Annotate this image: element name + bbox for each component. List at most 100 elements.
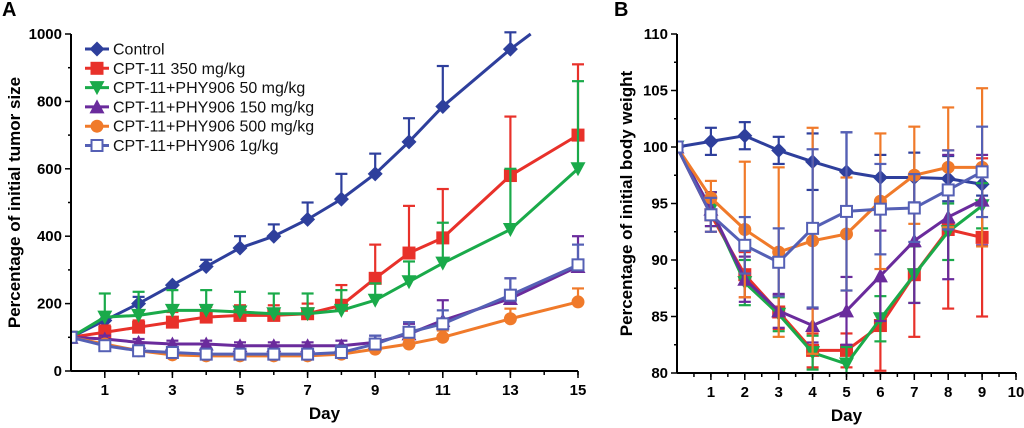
data-point [266, 228, 282, 244]
data-point [300, 211, 316, 227]
x-tick-label: 6 [876, 384, 884, 401]
data-point [232, 305, 248, 320]
x-tick-label: 2 [741, 384, 749, 401]
data-point [98, 339, 112, 353]
series-line [677, 146, 983, 264]
series-3 [71, 80, 586, 345]
panel-b-body-weight-chart: B 80 85 90 95 100 105 110 1 2 3 4 5 6 7 8 9 10 Day Percenta… [614, 0, 1024, 425]
y-tick-label: 95 [651, 196, 668, 213]
data-point [368, 337, 382, 351]
legend-item: CPT-11+PHY906 150 mg/kg [85, 99, 314, 116]
data-point [233, 347, 247, 361]
data-point [502, 41, 518, 57]
data-point [266, 307, 282, 322]
x-tick-label: 7 [910, 384, 918, 401]
data-point [839, 303, 854, 318]
data-point [435, 256, 451, 271]
legend-marker [89, 99, 105, 114]
data-point [571, 295, 585, 309]
series-2 [677, 140, 989, 372]
data-point [334, 345, 348, 359]
x-tick-label: 4 [808, 384, 817, 401]
data-point [401, 275, 417, 290]
y-tick-label: 800 [37, 93, 62, 110]
series-3 [677, 140, 990, 373]
y-tick-label: 400 [37, 228, 62, 245]
legend-item: CPT-11+PHY906 1g/kg [85, 138, 279, 155]
data-point [132, 320, 146, 334]
data-point [435, 98, 451, 114]
data-point [198, 336, 214, 351]
data-point [839, 357, 854, 372]
data-point [71, 330, 78, 344]
data-point [199, 347, 213, 361]
y-axis-title: Percentage of initial tumor size [5, 77, 24, 328]
data-point [570, 162, 586, 177]
x-tick-label: 1 [101, 382, 109, 399]
legend: Control CPT-11 350 mg/kg CPT-11+PHY906 50 … [85, 41, 314, 155]
data-point [771, 142, 787, 158]
data-point [872, 268, 888, 283]
data-point [840, 204, 853, 218]
data-point [503, 312, 517, 326]
series-line [677, 146, 983, 328]
data-point [198, 303, 214, 318]
panel-label: B [614, 0, 628, 21]
data-point [571, 258, 585, 272]
series-6 [677, 125, 989, 309]
data-point [333, 191, 349, 207]
panel-label: A [2, 0, 16, 21]
y-tick-label: 105 [643, 83, 668, 100]
y-tick-label: 90 [651, 252, 668, 269]
y-tick-label: 600 [37, 161, 62, 178]
data-point [436, 317, 450, 331]
data-point [402, 246, 416, 260]
data-point [402, 337, 416, 351]
data-point [132, 344, 146, 358]
y-tick-label: 1000 [29, 26, 62, 43]
data-point [97, 310, 113, 325]
data-point [907, 201, 921, 215]
legend-item: CPT-11+PHY906 500 mg/kg [85, 119, 314, 136]
data-point [703, 133, 719, 149]
x-tick-label: 9 [978, 384, 986, 401]
legend-marker [90, 61, 104, 75]
series-line [71, 32, 532, 339]
legend-item: Control [85, 41, 165, 59]
data-point [502, 222, 518, 237]
legend-item: CPT-11 350 mg/kg [85, 61, 245, 78]
series-1 [677, 121, 990, 213]
x-tick-label: 10 [1008, 384, 1024, 401]
y-tick-label: 80 [651, 365, 668, 382]
x-tick-label: 15 [570, 382, 587, 399]
data-point [401, 134, 417, 150]
data-point [198, 259, 214, 275]
x-tick-label: 13 [502, 382, 519, 399]
series-line [677, 146, 983, 254]
y-tick-label: 200 [37, 296, 62, 313]
data-point [165, 315, 179, 329]
x-tick-label: 11 [435, 382, 451, 399]
y-tick-label: 110 [644, 26, 668, 43]
legend-label: Control [113, 42, 165, 59]
data-point [677, 140, 684, 154]
y-tick-label: 100 [643, 139, 668, 156]
series-line [677, 134, 983, 186]
series-6 [71, 243, 585, 361]
y-axis-title: Percentage of initial body weight [617, 70, 636, 336]
data-point [941, 183, 955, 197]
data-point [333, 303, 349, 318]
series-line [71, 265, 579, 348]
legend-item: CPT-11+PHY906 50 mg/kg [85, 80, 305, 97]
legend-marker [90, 119, 104, 133]
data-point [402, 325, 416, 339]
data-point [368, 271, 382, 285]
legend-label: CPT-11+PHY906 50 mg/kg [113, 80, 305, 97]
y-tick-label: 0 [54, 363, 62, 380]
data-point [131, 308, 147, 323]
data-point [164, 303, 180, 318]
data-point [503, 288, 517, 302]
legend-label: CPT-11+PHY906 1g/kg [113, 138, 279, 155]
